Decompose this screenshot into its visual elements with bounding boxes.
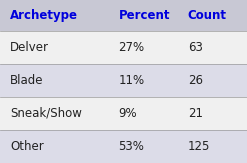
Text: Percent: Percent [119, 9, 170, 22]
Text: 11%: 11% [119, 74, 145, 87]
Text: Archetype: Archetype [10, 9, 78, 22]
Text: 26: 26 [188, 74, 203, 87]
Text: 63: 63 [188, 41, 203, 54]
Text: 21: 21 [188, 107, 203, 120]
Text: 27%: 27% [119, 41, 145, 54]
Bar [0, 97, 247, 130]
Bar [0, 64, 247, 97]
Text: Blade: Blade [10, 74, 43, 87]
Bar [0, 130, 247, 163]
Text: 53%: 53% [119, 140, 144, 153]
Text: Delver: Delver [10, 41, 49, 54]
Text: Other: Other [10, 140, 44, 153]
Bar [0, 0, 247, 31]
Bar [0, 31, 247, 64]
Text: 125: 125 [188, 140, 210, 153]
Text: 9%: 9% [119, 107, 137, 120]
Text: Count: Count [188, 9, 227, 22]
Text: Sneak/Show: Sneak/Show [10, 107, 82, 120]
